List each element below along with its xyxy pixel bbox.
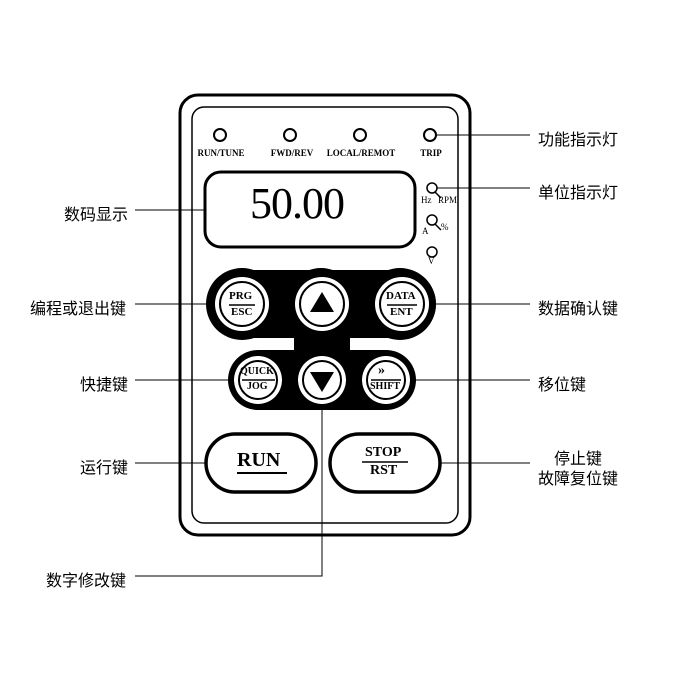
stop-line2: RST: [370, 463, 397, 479]
anno-quick: 快捷键: [80, 371, 128, 395]
anno-digit: 数字修改键: [46, 567, 126, 591]
data-line2: ENT: [390, 306, 413, 318]
panel-svg: [0, 0, 700, 700]
shift-line2: SHIFT: [370, 381, 400, 392]
data-line1: DATA: [386, 290, 416, 302]
led-trip: [424, 129, 436, 141]
anno-shift: 移位键: [538, 371, 586, 395]
shift-line1: »: [378, 363, 383, 379]
anno-prg: 编程或退出键: [30, 295, 126, 319]
anno-display: 数码显示: [64, 201, 128, 225]
unit-a: A: [422, 226, 429, 236]
quick-line1: QUICK: [240, 366, 274, 377]
prg-line1: PRG: [229, 290, 252, 302]
led-fwd: [284, 129, 296, 141]
unit-hz: Hz: [421, 195, 432, 205]
anno-unit-led: 单位指示灯: [538, 179, 618, 203]
led-run: [214, 129, 226, 141]
anno-stop2: 故障复位键: [538, 465, 618, 489]
led-label-local: LOCAL/REMOT: [325, 148, 397, 158]
quick-line2: JOG: [247, 381, 268, 392]
led-local: [354, 129, 366, 141]
anno-func-led: 功能指示灯: [538, 126, 618, 150]
led-label-fwd: FWD/REV: [268, 148, 316, 158]
prg-line2: ESC: [231, 306, 252, 318]
stop-line1: STOP: [365, 445, 401, 461]
led-label-trip: TRIP: [415, 148, 447, 158]
data-button[interactable]: [375, 277, 429, 331]
anno-data: 数据确认键: [538, 295, 618, 319]
prg-button[interactable]: [215, 277, 269, 331]
unit-rpm: RPM: [438, 195, 457, 205]
led-label-run: RUN/TUNE: [197, 148, 245, 158]
display-value: 50.00: [250, 178, 344, 229]
run-label: RUN: [237, 449, 280, 472]
unit-pct: %: [441, 222, 449, 232]
unit-v: V: [428, 256, 435, 266]
anno-run: 运行键: [80, 454, 128, 478]
